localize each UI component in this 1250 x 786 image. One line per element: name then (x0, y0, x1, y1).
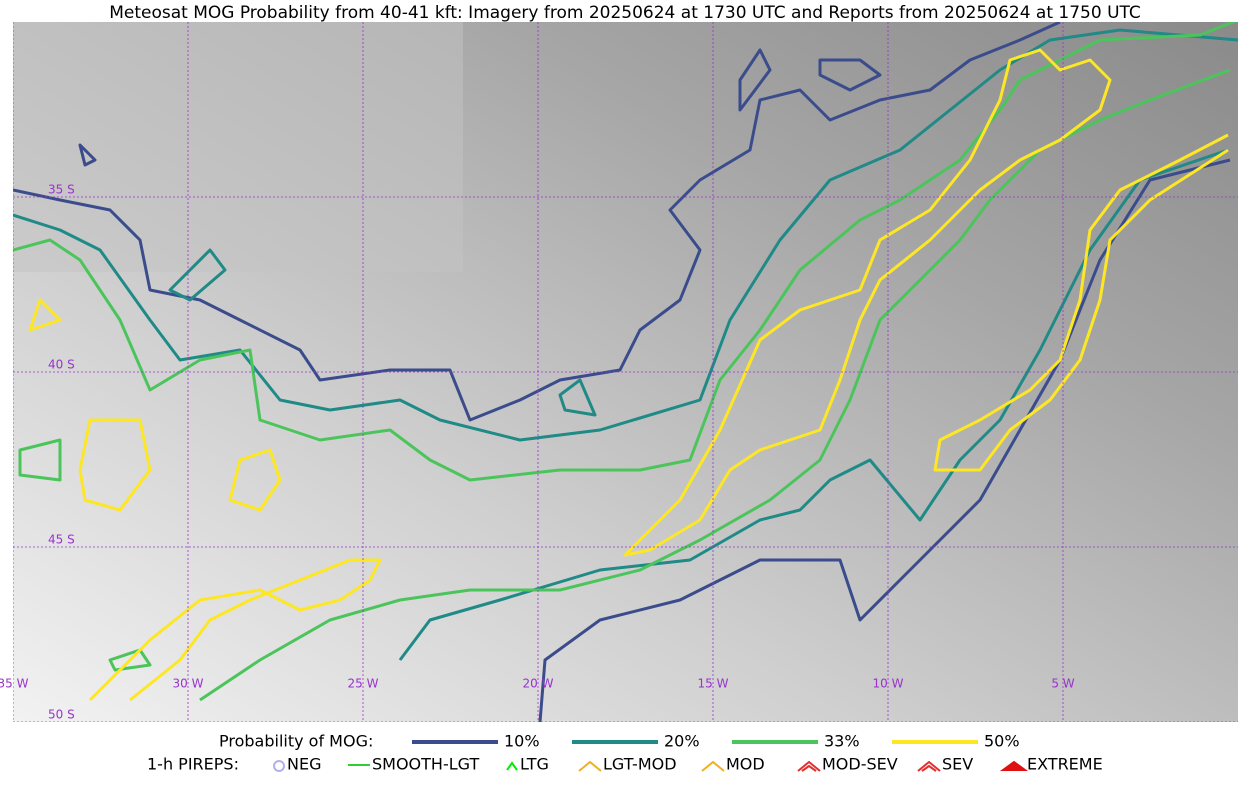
legend-item: 50% (984, 732, 1020, 751)
graticule (13, 22, 1238, 722)
pirep-icon (506, 761, 518, 771)
lon-label: 35 W (0, 677, 29, 691)
lon-label: 20 W (523, 677, 554, 691)
legend-item: MOD (726, 755, 765, 774)
lon-label: 10 W (873, 677, 904, 691)
icon (701, 760, 725, 772)
lon-label: 30 W (173, 677, 204, 691)
pirep-icon (701, 760, 725, 772)
lat-label: 35 S (48, 183, 75, 197)
lat-label: 40 S (48, 358, 75, 372)
pirep-icon (578, 760, 602, 772)
pirep-icon (917, 760, 941, 772)
legend-item: LGT-MOD (603, 755, 677, 774)
icon (506, 761, 518, 771)
lon-label: 15 W (698, 677, 729, 691)
legend-item: SEV (942, 755, 973, 774)
lat-label: 45 S (48, 533, 75, 547)
legend-item: 20% (664, 732, 700, 751)
title: Meteosat MOG Probability from 40-41 kft:… (109, 3, 1141, 23)
legend-item: 33% (824, 732, 860, 751)
icon (917, 760, 941, 772)
pirep-icon (797, 760, 821, 772)
legend-item: SMOOTH-LGT (372, 755, 479, 774)
legend-label: 1-h PIREPS: (147, 755, 239, 774)
legend-item: EXTREME (1027, 755, 1103, 774)
legend-item: NEG (287, 755, 321, 774)
legend: Probability of MOG: 10% 20% 33% 50% 1-h PIREP… (147, 732, 1103, 774)
lat-label: 50 S (48, 708, 75, 722)
icon (578, 760, 602, 772)
icon (999, 760, 1029, 771)
lon-label: 5 W (1051, 677, 1074, 691)
icon (273, 760, 285, 772)
pirep-icon (273, 760, 285, 772)
contours (13, 22, 1238, 722)
legend-item: MOD-SEV (822, 755, 898, 774)
legend-item: 10% (504, 732, 540, 751)
pirep-icon (999, 760, 1029, 771)
map (13, 22, 1238, 722)
legend-item: LTG (520, 755, 549, 774)
lon-label: 25 W (348, 677, 379, 691)
legend-label: Probability of MOG: (219, 732, 373, 751)
icon (797, 760, 821, 772)
